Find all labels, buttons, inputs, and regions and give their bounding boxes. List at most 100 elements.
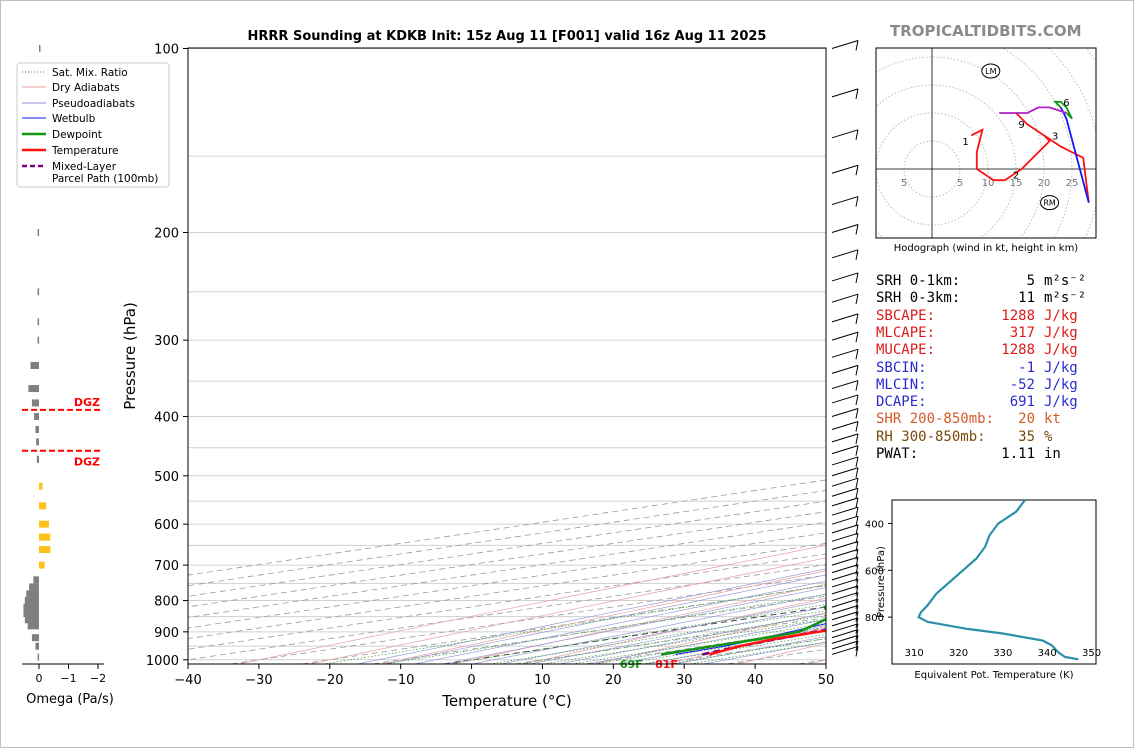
wind-barb: [831, 456, 859, 468]
wind-barb: [831, 578, 859, 590]
wind-barb: [831, 445, 859, 456]
x-tick-label: 20: [605, 673, 622, 688]
hodograph-height-label: 1: [962, 137, 968, 148]
wind-barb: [831, 313, 859, 324]
omega-bar: [24, 597, 39, 605]
x-tick-label: −10: [387, 673, 414, 688]
index-value: 317: [1009, 324, 1035, 341]
index-label: RH 300-850mb:: [876, 428, 986, 445]
isotherm-line: [188, 500, 826, 597]
dry-adiabat: [237, 544, 826, 664]
legend: Sat. Mix. Ratio Dry Adiabats Pseudoadiabat…: [16, 62, 170, 188]
theta-e-panel: 310 320 330 340 350 400 600 800 Equivalent Pot. …: [865, 499, 1101, 681]
index-value: 20: [1018, 411, 1035, 428]
omega-bar: [39, 561, 45, 569]
wind-barb: [831, 88, 859, 100]
index-unit: %: [1044, 428, 1053, 445]
mixing-ratio-line: [541, 618, 826, 664]
mixing-ratio-line: [569, 623, 826, 664]
wind-barb: [831, 611, 859, 622]
wind-barb: [831, 634, 859, 646]
omega-x-tick-label: 0: [36, 672, 43, 685]
isotherm-line: [188, 511, 826, 608]
isotherm-line: [582, 627, 826, 664]
storm-motion-label: RM: [1043, 199, 1056, 208]
skewt-plot-area: 1246810131620243036: [188, 48, 826, 664]
pseudoadiabat: [557, 613, 826, 664]
hodograph-ring-label: 15: [1010, 178, 1023, 189]
wind-barb: [831, 617, 859, 628]
theta-e-frame: [891, 499, 1097, 665]
isotherm-line: [188, 479, 826, 576]
wind-barb: [831, 640, 859, 652]
index-unit: m²s⁻²: [1044, 290, 1087, 307]
legend-label: Sat. Mix. Ratio: [52, 67, 128, 79]
index-label: SHR 200-850mb:: [876, 411, 995, 428]
pseudoadiabat: [470, 593, 826, 664]
omega-bar: [27, 622, 39, 630]
y-tick-label: 300: [154, 334, 179, 349]
wind-barb: [831, 129, 859, 140]
wind-barb: [831, 408, 859, 419]
omega-bar: [39, 533, 51, 541]
omega-bar: [31, 634, 39, 642]
omega-bar: [37, 336, 40, 344]
omega-bar: [39, 482, 43, 490]
wind-barb: [831, 564, 859, 575]
hodograph-height-label: 9: [1018, 120, 1024, 131]
wind-barb: [831, 592, 859, 603]
x-tick-label: 50: [818, 673, 835, 688]
wind-barb: [831, 224, 859, 235]
omega-bar: [39, 45, 41, 52]
omega-bar: [35, 642, 39, 650]
index-value: 5: [1026, 273, 1035, 289]
y-tick-label: 400: [154, 411, 179, 426]
theta-e-x-tick-label: 340: [1038, 648, 1057, 659]
legend-label: Parcel Path (100mb): [52, 173, 158, 185]
isotherm-line: [188, 553, 826, 650]
index-label: SRH 0-1km:: [876, 273, 961, 289]
theta-e-x-tick-label: 310: [905, 648, 924, 659]
omega-bar: [23, 610, 39, 618]
y-tick-label: 700: [154, 559, 179, 574]
index-value: 1.11: [1001, 446, 1035, 462]
index-label: MUCAPE:: [876, 342, 936, 359]
y-tick-label: 800: [154, 595, 179, 610]
isotherm-line: [188, 521, 826, 618]
wind-barb: [831, 394, 859, 406]
y-tick-label: 1000: [146, 654, 179, 669]
wind-barb: [831, 532, 859, 544]
index-value: -1: [1018, 359, 1035, 376]
mixing-ratio-line: [487, 610, 826, 664]
index-unit: J/kg: [1044, 324, 1078, 341]
storm-motion-marker: [1040, 195, 1060, 211]
hodograph-ring-label: 5: [957, 178, 963, 189]
wind-barb: [831, 605, 859, 616]
theta-e-y-tick-label: 600: [865, 566, 884, 577]
omega-bar: [36, 455, 39, 463]
legend-label: Dry Adiabats: [52, 82, 120, 94]
theta-e-line: [917, 499, 1079, 661]
pseudoadiabat: [586, 619, 826, 664]
omega-bar: [34, 413, 39, 421]
hodograph-panel: 5 5 10 15 20 25 1 2 3 6 9 LM RM Hodograph (wind in kt…: [875, 47, 1097, 254]
hodograph-trace: [999, 106, 1067, 114]
wind-barb: [831, 421, 859, 432]
hodograph-plot-area: 5 5 10 15 20 25 1 2 3 6 9 LM RM: [876, 48, 1096, 238]
index-label: MLCAPE:: [876, 324, 936, 341]
wind-barb: [831, 249, 859, 260]
index-value: 1288: [1001, 342, 1035, 359]
dry-adiabat: [593, 612, 826, 664]
hodograph-ring-label: 10: [982, 178, 995, 189]
wind-barb: [831, 164, 859, 176]
y-tick-label: 500: [154, 470, 179, 485]
wind-barb: [831, 293, 859, 305]
omega-bar: [39, 520, 49, 528]
legend-label: Wetbulb: [52, 113, 96, 125]
pseudoadiabat: [441, 587, 826, 664]
wind-barb: [831, 40, 859, 51]
wind-barb: [831, 331, 859, 343]
dry-adiabat: [521, 597, 826, 664]
index-unit: J/kg: [1044, 342, 1078, 359]
